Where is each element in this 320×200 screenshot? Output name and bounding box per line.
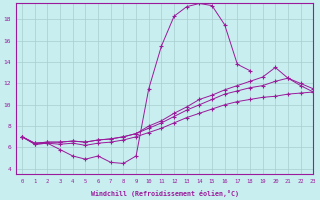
X-axis label: Windchill (Refroidissement éolien,°C): Windchill (Refroidissement éolien,°C) [91,190,238,197]
